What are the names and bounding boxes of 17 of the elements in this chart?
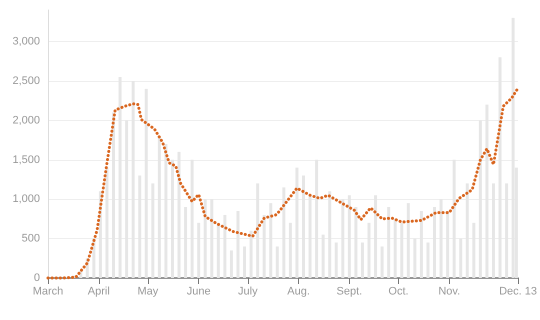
y-tick-label: 3,000	[12, 36, 40, 48]
x-tick-label: Oct.	[388, 286, 409, 298]
x-tick-label: March	[32, 286, 64, 298]
x-tick-label: Nov.	[438, 286, 460, 298]
x-tick-label: June	[186, 286, 211, 298]
x-tick-label: July	[238, 286, 258, 298]
y-tick-label: 2,000	[12, 114, 40, 126]
y-tick-label: 1,000	[12, 193, 40, 206]
y-tick-label: 2,500	[12, 74, 40, 87]
x-tick-label: Aug.	[287, 286, 310, 298]
x-tick-label: May	[138, 286, 159, 298]
y-tick-label: 0	[34, 272, 40, 284]
x-tick-label: April	[88, 286, 110, 298]
y-tick-label: 1,500	[12, 154, 40, 166]
y-tick-label: 500	[22, 232, 40, 245]
x-tick-label: Dec. 13	[499, 286, 538, 298]
x-tick-label: Sept.	[336, 286, 362, 298]
